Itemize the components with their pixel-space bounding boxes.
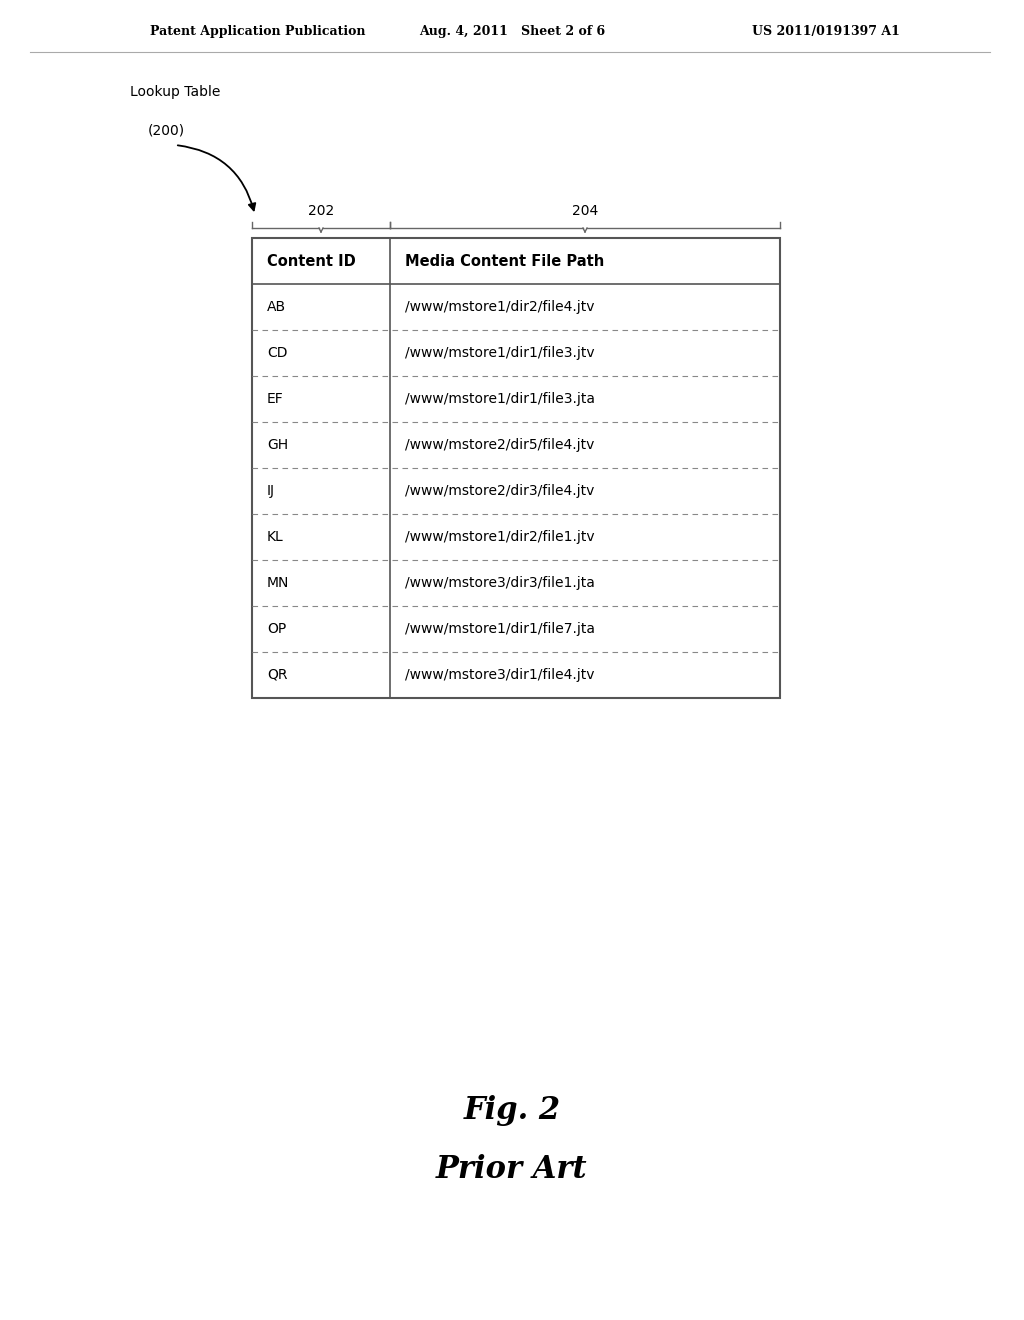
Text: CD: CD — [267, 346, 288, 360]
Text: IJ: IJ — [267, 484, 275, 498]
Text: Lookup Table: Lookup Table — [130, 84, 220, 99]
Text: /www/mstore2/dir3/file4.jtv: /www/mstore2/dir3/file4.jtv — [406, 484, 594, 498]
Text: QR: QR — [267, 668, 288, 682]
Text: Patent Application Publication: Patent Application Publication — [150, 25, 366, 38]
Text: /www/mstore1/dir1/file3.jtv: /www/mstore1/dir1/file3.jtv — [406, 346, 595, 360]
Text: /www/mstore3/dir3/file1.jta: /www/mstore3/dir3/file1.jta — [406, 576, 595, 590]
Text: Prior Art: Prior Art — [436, 1155, 588, 1185]
Text: 202: 202 — [308, 205, 334, 218]
Text: Fig. 2: Fig. 2 — [464, 1094, 560, 1126]
Text: (200): (200) — [148, 123, 185, 137]
Text: KL: KL — [267, 531, 284, 544]
Text: /www/mstore1/dir1/file7.jta: /www/mstore1/dir1/file7.jta — [406, 622, 595, 636]
Bar — [252, 238, 780, 698]
Text: Media Content File Path: Media Content File Path — [406, 253, 604, 268]
Text: /www/mstore3/dir1/file4.jtv: /www/mstore3/dir1/file4.jtv — [406, 668, 595, 682]
Text: US 2011/0191397 A1: US 2011/0191397 A1 — [752, 25, 900, 38]
Text: /www/mstore1/dir2/file4.jtv: /www/mstore1/dir2/file4.jtv — [406, 300, 595, 314]
Text: 204: 204 — [571, 205, 598, 218]
Text: Aug. 4, 2011   Sheet 2 of 6: Aug. 4, 2011 Sheet 2 of 6 — [419, 25, 605, 38]
Text: EF: EF — [267, 392, 284, 407]
Text: Content ID: Content ID — [267, 253, 355, 268]
FancyArrowPatch shape — [178, 145, 255, 210]
Text: GH: GH — [267, 438, 288, 451]
Text: AB: AB — [267, 300, 286, 314]
Text: /www/mstore1/dir2/file1.jtv: /www/mstore1/dir2/file1.jtv — [406, 531, 595, 544]
Text: /www/mstore1/dir1/file3.jta: /www/mstore1/dir1/file3.jta — [406, 392, 595, 407]
Text: /www/mstore2/dir5/file4.jtv: /www/mstore2/dir5/file4.jtv — [406, 438, 594, 451]
Text: MN: MN — [267, 576, 290, 590]
Text: OP: OP — [267, 622, 287, 636]
